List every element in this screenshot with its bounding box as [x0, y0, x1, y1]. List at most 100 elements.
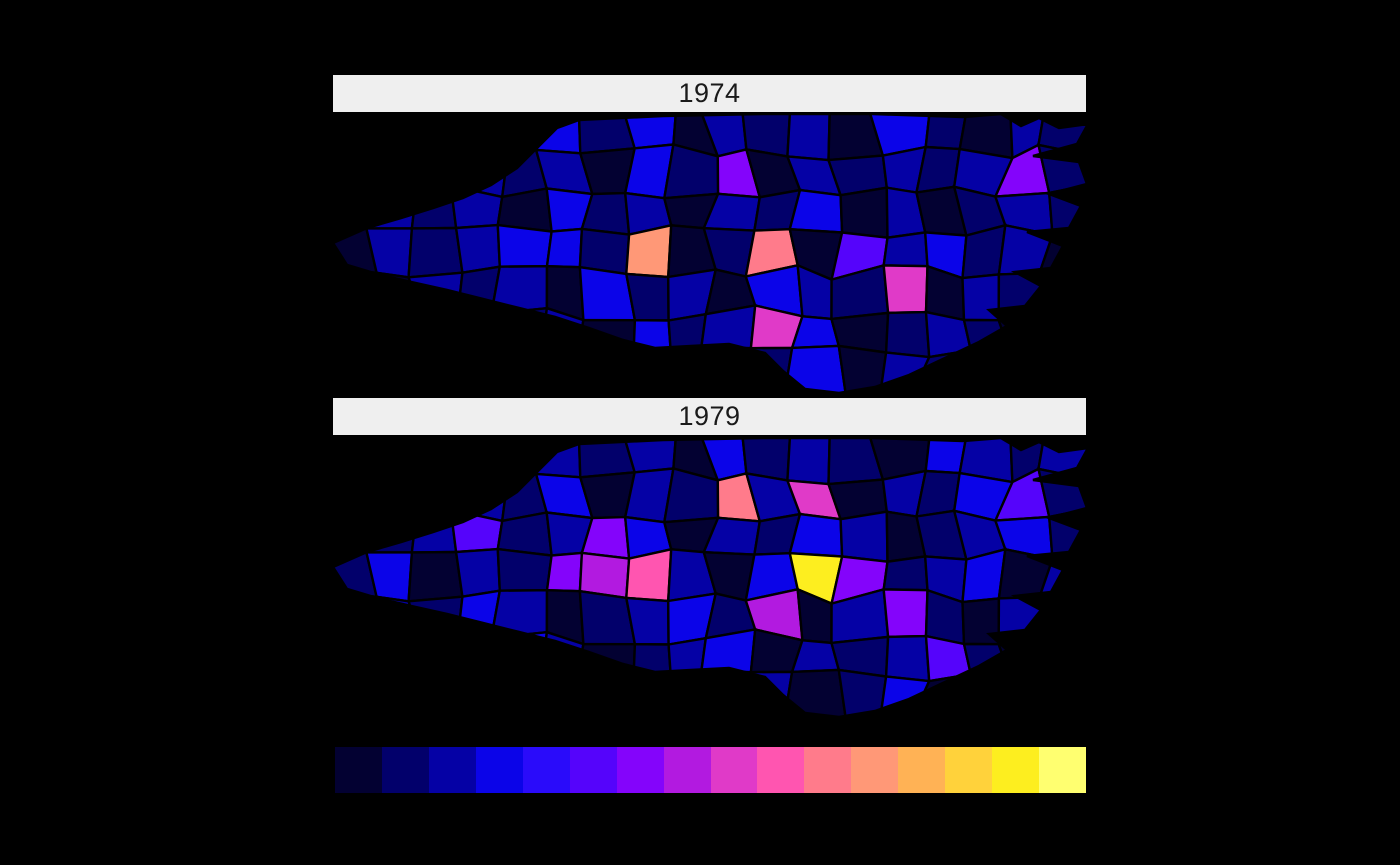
- county: [997, 640, 1048, 682]
- county: [365, 480, 418, 524]
- county: [364, 674, 423, 717]
- county: [882, 231, 929, 268]
- county: [837, 668, 888, 717]
- facet-title-1974: 1974: [678, 78, 741, 108]
- county: [454, 223, 502, 275]
- colorbar-swatch: [804, 747, 852, 793]
- county: [496, 547, 553, 592]
- county: [489, 630, 549, 686]
- county: [878, 351, 931, 393]
- county: [452, 353, 504, 393]
- county: [333, 591, 379, 643]
- county: [415, 304, 461, 358]
- choropleth-map-1974: [333, 112, 1088, 395]
- county: [574, 681, 636, 717]
- county: [452, 677, 504, 717]
- county: [461, 114, 511, 154]
- colorbar-swatch: [569, 747, 617, 793]
- county: [1038, 269, 1088, 319]
- county: [499, 677, 542, 717]
- county: [699, 669, 760, 717]
- county: [333, 114, 378, 160]
- county: [574, 357, 636, 393]
- county: [415, 353, 468, 393]
- county: [788, 512, 844, 558]
- colorbar-swatch: [522, 747, 570, 793]
- county: [365, 193, 417, 230]
- colorbar-swatch: [663, 747, 711, 793]
- county: [625, 223, 673, 279]
- county: [882, 264, 929, 315]
- county: [489, 306, 549, 362]
- county: [882, 555, 929, 592]
- county: [538, 681, 592, 717]
- county: [1035, 669, 1088, 717]
- county: [997, 595, 1048, 646]
- county: [372, 438, 426, 484]
- county: [407, 550, 464, 603]
- county: [406, 595, 464, 643]
- county: [882, 588, 929, 639]
- county: [406, 271, 464, 319]
- county: [545, 551, 584, 593]
- colorbar-swatch: [757, 747, 805, 793]
- county: [967, 673, 1012, 717]
- colorbar-swatch: [851, 747, 899, 793]
- county: [625, 547, 673, 603]
- county: [786, 438, 831, 486]
- colorbar-swatch: [616, 747, 664, 793]
- county: [1036, 634, 1088, 682]
- county: [1035, 345, 1088, 393]
- county: [878, 675, 931, 717]
- county: [657, 345, 711, 393]
- county: [1008, 351, 1056, 393]
- county: [884, 634, 931, 683]
- county: [657, 669, 711, 717]
- county: [364, 350, 423, 393]
- county: [997, 316, 1048, 358]
- county: [967, 349, 1012, 393]
- colorbar-swatch: [381, 747, 429, 793]
- colorbar-swatch: [710, 747, 758, 793]
- county: [454, 547, 502, 599]
- county: [499, 353, 542, 393]
- county: [545, 227, 584, 269]
- colorbar-swatch: [898, 747, 946, 793]
- colorbar-swatch: [335, 747, 382, 793]
- county: [333, 672, 374, 717]
- county: [839, 186, 889, 240]
- county: [365, 315, 423, 358]
- county: [534, 438, 582, 479]
- county: [749, 670, 794, 717]
- county: [997, 271, 1048, 322]
- county: [333, 267, 379, 319]
- county: [333, 438, 378, 484]
- county: [1038, 593, 1088, 643]
- county: [414, 475, 466, 525]
- county: [372, 114, 426, 160]
- county: [783, 344, 848, 393]
- county: [457, 265, 502, 316]
- facet-title-1979: 1979: [678, 401, 741, 431]
- county: [699, 345, 760, 393]
- county: [457, 589, 502, 640]
- county: [414, 114, 466, 160]
- facet-strip-1979: 1979: [333, 398, 1086, 435]
- county: [788, 188, 844, 234]
- county: [407, 226, 464, 279]
- county: [749, 346, 794, 393]
- county: [632, 318, 673, 363]
- county: [414, 151, 466, 201]
- county: [415, 628, 461, 682]
- county: [333, 193, 369, 230]
- county: [632, 642, 673, 687]
- facet-strip-1974: 1974: [333, 75, 1086, 112]
- colorbar-swatch: [1039, 747, 1086, 793]
- county: [624, 596, 670, 646]
- county: [333, 145, 375, 197]
- colorbar-swatch: [945, 747, 993, 793]
- colorbar-swatch: [428, 747, 476, 793]
- county: [333, 348, 374, 393]
- county: [496, 223, 553, 268]
